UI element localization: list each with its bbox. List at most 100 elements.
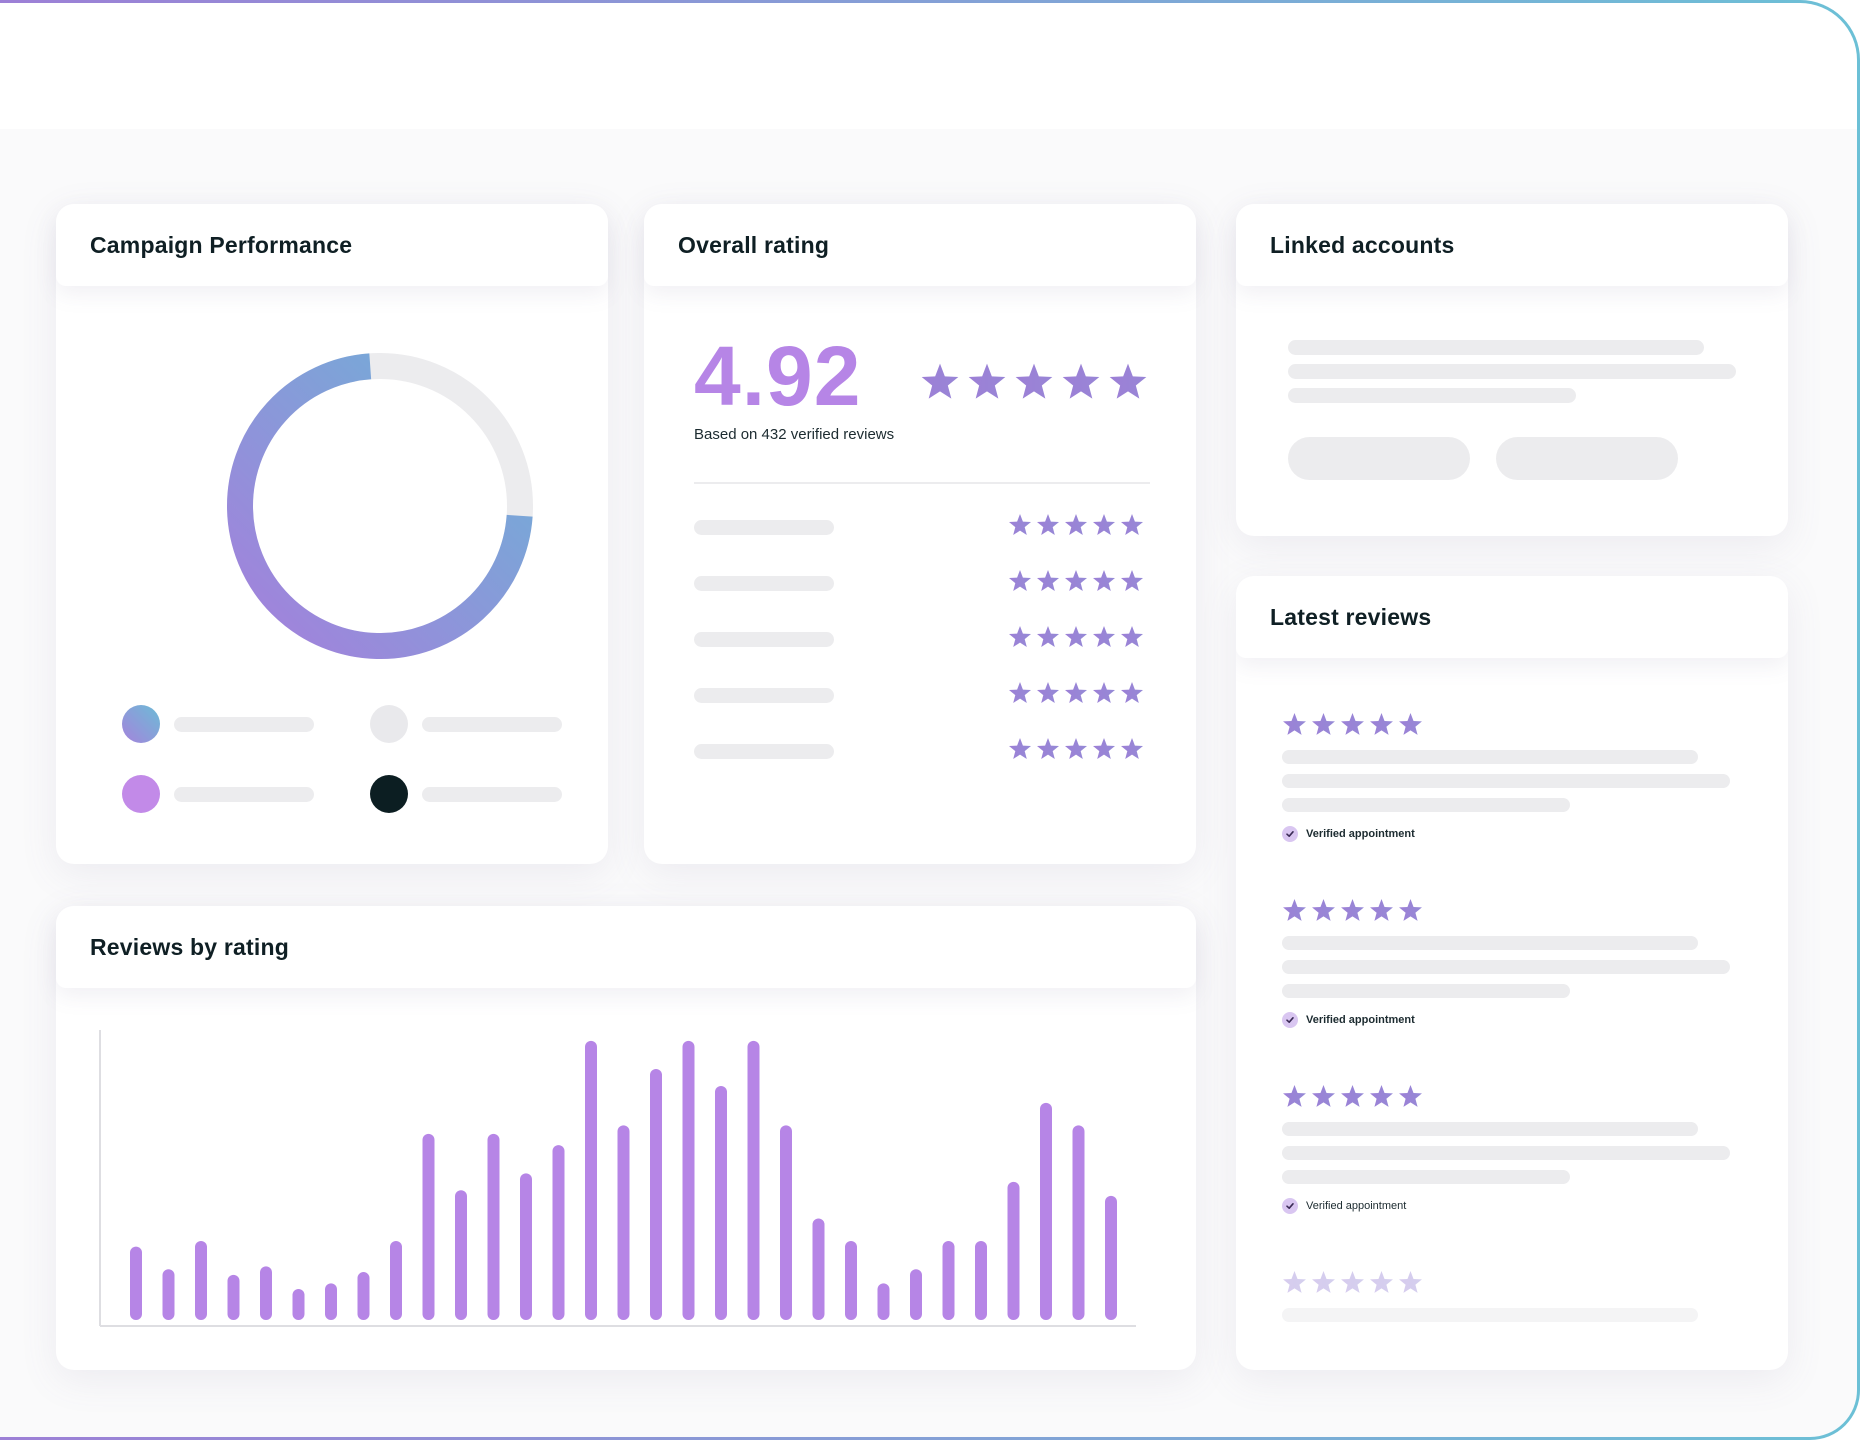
check-icon <box>1282 1198 1298 1214</box>
chart-bar <box>715 1085 727 1320</box>
star-icon <box>1121 738 1143 759</box>
star-icon <box>1065 514 1087 535</box>
rating-row-label <box>694 744 834 759</box>
donut-chart <box>227 353 533 659</box>
chart-bar <box>357 1272 370 1320</box>
campaign-performance-title: Campaign Performance <box>90 231 353 258</box>
star-icon <box>1065 570 1087 591</box>
rating-row-label <box>694 688 834 703</box>
overall-rating-card: Overall rating 4.92 Based on 432 verifie… <box>644 204 1196 864</box>
star-icon <box>1121 682 1143 703</box>
rating-row-stars <box>1008 681 1144 705</box>
star-icon <box>1037 682 1059 703</box>
linked-line-2 <box>1288 364 1736 379</box>
legend-label-4 <box>422 787 562 802</box>
chart-bar <box>390 1241 402 1320</box>
chart-bar <box>682 1040 695 1320</box>
linked-button-2[interactable] <box>1496 437 1678 480</box>
chart-bar <box>910 1269 922 1320</box>
star-icon <box>1121 626 1143 647</box>
star-icon <box>1370 1271 1393 1293</box>
overall-rating-title: Overall rating <box>678 231 830 258</box>
star-icon <box>1399 1271 1422 1293</box>
star-icon <box>1037 514 1059 535</box>
review-text-line <box>1282 1170 1570 1184</box>
star-icon <box>1312 1271 1335 1293</box>
verified-badge: Verified appointment <box>1282 1198 1406 1214</box>
rating-row-label <box>694 632 834 647</box>
bar-chart <box>99 1030 1136 1327</box>
rating-row-stars <box>1008 737 1144 761</box>
linked-line-3 <box>1288 388 1576 403</box>
rating-row-stars <box>1008 513 1144 537</box>
chart-bar <box>162 1269 175 1320</box>
rating-row-star-row <box>1009 514 1143 535</box>
top-bar <box>0 0 1860 132</box>
review-star-row <box>1283 1271 1422 1293</box>
star-icon <box>1093 570 1115 591</box>
star-icon <box>1312 1085 1335 1107</box>
linked-line-1 <box>1288 340 1704 355</box>
chart-bar <box>260 1266 272 1320</box>
review-text-line <box>1282 936 1698 950</box>
check-icon <box>1282 826 1298 842</box>
review-stars <box>1282 1270 1423 1295</box>
legend-label-1 <box>174 717 314 732</box>
star-icon <box>1093 626 1115 647</box>
star-icon <box>1065 738 1087 759</box>
review-text-line <box>1282 984 1570 998</box>
linked-button-1[interactable] <box>1288 437 1470 480</box>
chart-bar <box>747 1040 760 1320</box>
star-icon <box>1093 682 1115 703</box>
reviews-by-rating-card: Reviews by rating <box>56 906 1196 1370</box>
star-icon <box>1283 713 1306 735</box>
star-icon <box>1009 682 1031 703</box>
star-icon <box>968 363 1006 399</box>
rating-row-star-row <box>1009 738 1143 759</box>
chart-bar <box>455 1190 467 1320</box>
chart-bar <box>1105 1195 1117 1320</box>
verified-badge: Verified appointment <box>1282 1012 1415 1028</box>
star-icon <box>1283 1271 1306 1293</box>
legend-dot-4 <box>370 775 408 813</box>
verified-badge: Verified appointment <box>1282 826 1415 842</box>
chart-bar <box>780 1125 792 1320</box>
linked-accounts-title: Linked accounts <box>1270 231 1455 258</box>
star-icon <box>1399 1085 1422 1107</box>
review-star-row <box>1283 899 1422 921</box>
star-icon <box>1341 899 1364 921</box>
chart-bar <box>975 1241 987 1320</box>
latest-reviews-header: Latest reviews <box>1236 576 1788 658</box>
star-icon <box>1009 738 1031 759</box>
star-icon <box>921 363 959 399</box>
chart-bar <box>422 1133 435 1320</box>
overall-subtitle: Based on 432 verified reviews <box>694 426 895 443</box>
chart-bar <box>877 1283 890 1320</box>
star-icon <box>1341 1271 1364 1293</box>
star-icon <box>1312 899 1335 921</box>
chart-bar <box>552 1145 565 1320</box>
latest-reviews-title: Latest reviews <box>1270 603 1432 630</box>
chart-bar <box>1040 1102 1052 1320</box>
chart-bar <box>650 1069 662 1320</box>
overall-divider <box>694 482 1150 484</box>
chart-bar <box>130 1246 142 1320</box>
chart-bar <box>585 1040 597 1320</box>
chart-bar <box>325 1283 337 1320</box>
star-icon <box>1341 1085 1364 1107</box>
legend-dot-3 <box>122 775 160 813</box>
chart-bar <box>227 1274 240 1320</box>
star-icon <box>1062 363 1100 399</box>
star-icon <box>1037 738 1059 759</box>
verified-label: Verified appointment <box>1306 1200 1407 1212</box>
reviews-by-rating-title: Reviews by rating <box>90 933 289 960</box>
overall-score: 4.92 <box>694 329 862 423</box>
star-icon <box>1370 1085 1393 1107</box>
legend-label-2 <box>422 717 562 732</box>
linked-accounts-header: Linked accounts <box>1236 204 1788 286</box>
star-icon <box>1121 514 1143 535</box>
chart-bar <box>942 1241 955 1320</box>
star-icon <box>1009 514 1031 535</box>
check-icon <box>1282 1012 1298 1028</box>
star-icon <box>1399 713 1422 735</box>
